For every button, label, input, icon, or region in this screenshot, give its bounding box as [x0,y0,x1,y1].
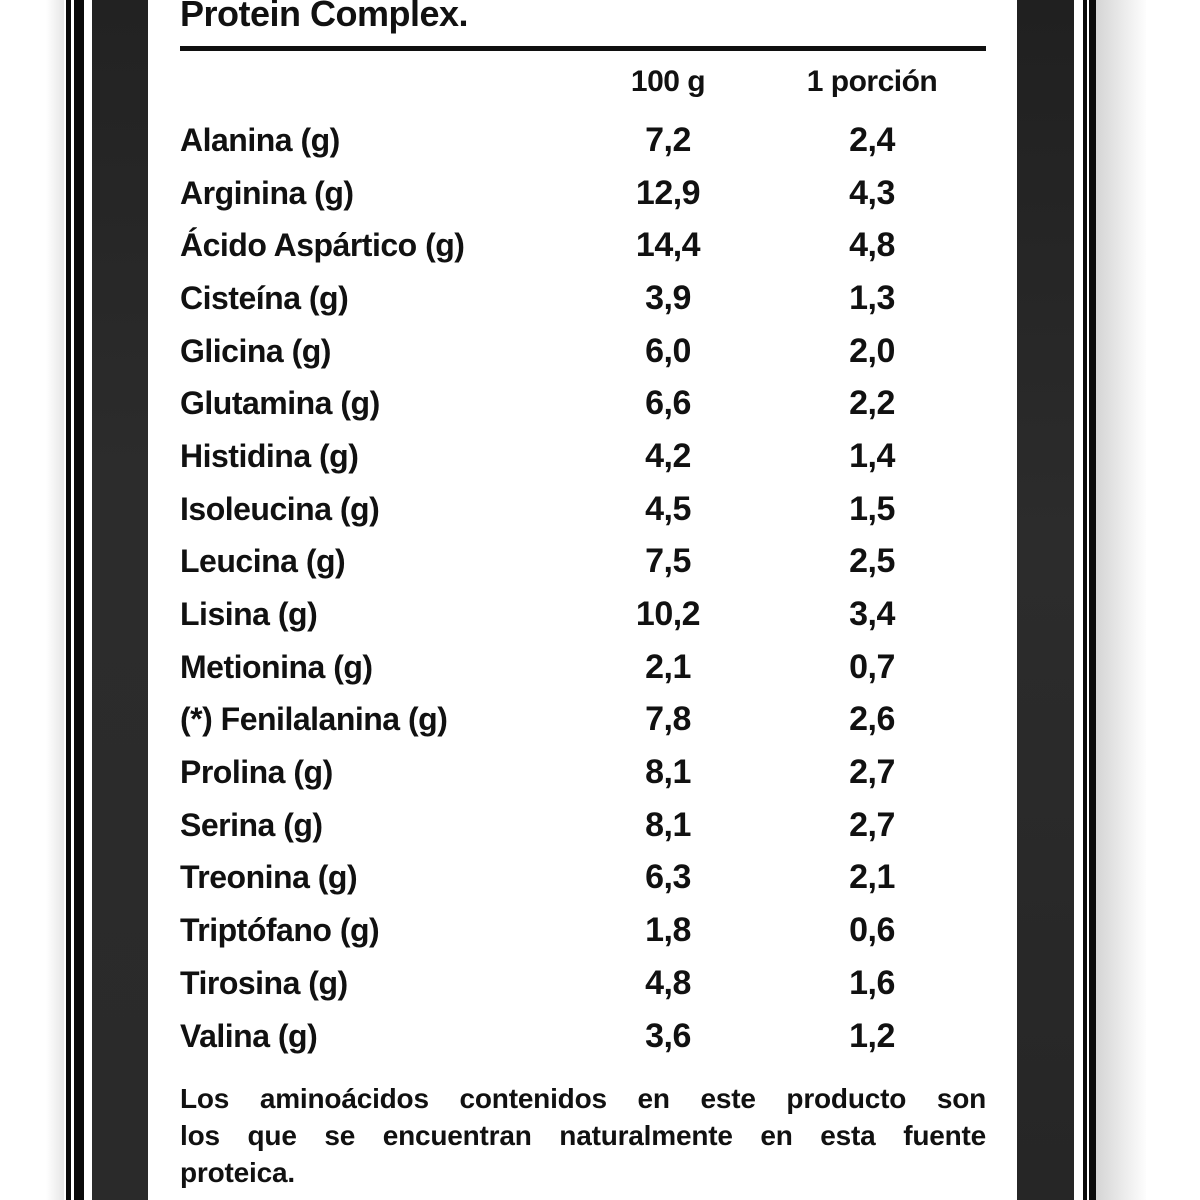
column-header-100g: 100 g [630,65,706,98]
table-row: Valina (g) 3,6 1,2 [180,1010,986,1063]
right-dark-bar [1017,0,1074,1200]
value-per-portion: 2,6 [849,700,895,739]
value-per-100g: 4,5 [645,489,691,528]
table-row: Histidina (g) 4,2 1,4 [180,430,986,483]
amino-acid-name: Isoleucina (g) [180,490,380,527]
footnote-line: los que se encuentran naturalmente en es… [180,1120,986,1151]
table-row: Treonina (g) 6,3 2,1 [180,852,986,905]
value-per-portion: 2,7 [849,805,895,844]
value-per-100g: 6,0 [645,331,691,370]
table-row: Glutamina (g) 6,6 2,2 [180,377,986,430]
table-row: Arginina (g) 12,9 4,3 [180,167,986,220]
label-panel: Protein Complex. 100 g 1 porción Alanina… [148,0,1017,1200]
value-per-portion: 2,5 [849,542,895,581]
value-per-100g: 6,3 [645,858,691,897]
value-per-100g: 6,6 [645,384,691,423]
value-per-portion: 1,3 [849,278,895,317]
value-per-100g: 12,9 [635,173,701,212]
value-per-100g: 10,2 [635,595,701,634]
table-row: Triptófano (g) 1,8 0,6 [180,904,986,957]
value-per-portion: 2,0 [849,331,895,370]
left-dark-bar [92,0,148,1200]
table-header-row: 100 g 1 porción [180,62,986,102]
value-per-portion: 0,7 [849,647,895,686]
value-per-100g: 3,6 [645,1016,691,1055]
value-per-100g: 3,9 [645,278,691,317]
table-row: Leucina (g) 7,5 2,5 [180,536,986,589]
value-per-100g: 2,1 [645,647,691,686]
amino-acid-name: Leucina (g) [180,543,346,580]
footnote-line: proteica. [180,1157,295,1188]
amino-acid-name: Glutamina (g) [180,385,380,422]
value-per-100g: 4,8 [645,963,691,1002]
value-per-100g: 8,1 [645,753,691,792]
amino-acid-name: Histidina (g) [180,437,359,474]
footnote-line: Los aminoácidos contenidos en este produ… [180,1083,986,1114]
value-per-100g: 4,2 [645,436,691,475]
value-per-portion: 3,4 [849,595,895,634]
table-row: Isoleucina (g) 4,5 1,5 [180,483,986,536]
value-per-portion: 4,8 [849,226,895,265]
amino-acid-name: Valina (g) [180,1017,318,1054]
page-title: Protein Complex. [180,0,469,34]
value-per-100g: 14,4 [635,226,701,265]
right-black-line-thin [1083,0,1087,1200]
amino-acid-name: Lisina (g) [180,596,318,633]
value-per-100g: 7,8 [645,700,691,739]
value-per-portion: 1,6 [849,963,895,1002]
table-row: Cisteína (g) 3,9 1,3 [180,272,986,325]
amino-acid-name: Triptófano (g) [180,912,380,949]
value-per-portion: 2,1 [849,858,895,897]
amino-acid-name: (*) Fenilalanina (g) [180,701,448,738]
amino-acid-name: Tirosina (g) [180,964,348,1001]
table-row: Metionina (g) 2,1 0,7 [180,641,986,694]
value-per-portion: 0,6 [849,911,895,950]
value-per-portion: 1,2 [849,1016,895,1055]
amino-acid-name: Treonina (g) [180,859,358,896]
amino-acid-name: Serina (g) [180,806,323,843]
value-per-portion: 2,4 [849,120,895,159]
right-black-line-thick [1089,0,1096,1200]
value-per-portion: 2,7 [849,753,895,792]
value-per-100g: 7,5 [645,542,691,581]
footnote: Los aminoácidos contenidos en este produ… [180,1080,986,1191]
value-per-100g: 1,8 [645,911,691,950]
amino-acid-name: Alanina (g) [180,121,340,158]
value-per-100g: 8,1 [645,805,691,844]
column-header-portion: 1 porción [806,65,938,98]
amino-acid-name: Arginina (g) [180,174,354,211]
value-per-100g: 7,2 [645,120,691,159]
table-row: Serina (g) 8,1 2,7 [180,799,986,852]
value-per-portion: 1,5 [849,489,895,528]
table-row: Prolina (g) 8,1 2,7 [180,746,986,799]
value-per-portion: 2,2 [849,384,895,423]
amino-acid-name: Ácido Aspártico (g) [180,227,465,264]
table-row: Alanina (g) 7,2 2,4 [180,114,986,167]
amino-acid-name: Prolina (g) [180,754,333,791]
amino-acid-table: Alanina (g) 7,2 2,4 Arginina (g) 12,9 4,… [180,114,986,1062]
amino-acid-name: Cisteína (g) [180,279,349,316]
left-black-line-thin [66,0,71,1200]
table-row: Tirosina (g) 4,8 1,6 [180,957,986,1010]
value-per-portion: 1,4 [849,436,895,475]
left-edge-shadow-strip [46,0,64,1200]
table-row: Lisina (g) 10,2 3,4 [180,588,986,641]
right-edge-shadow-strip [1096,0,1146,1200]
amino-acid-name: Metionina (g) [180,648,373,685]
amino-acid-name: Glicina (g) [180,332,331,369]
table-row: (*) Fenilalanina (g) 7,8 2,6 [180,694,986,747]
table-row: Glicina (g) 6,0 2,0 [180,325,986,378]
left-black-line-thick [74,0,84,1200]
value-per-portion: 4,3 [849,173,895,212]
title-divider [180,46,986,51]
table-row: Ácido Aspártico (g) 14,4 4,8 [180,219,986,272]
